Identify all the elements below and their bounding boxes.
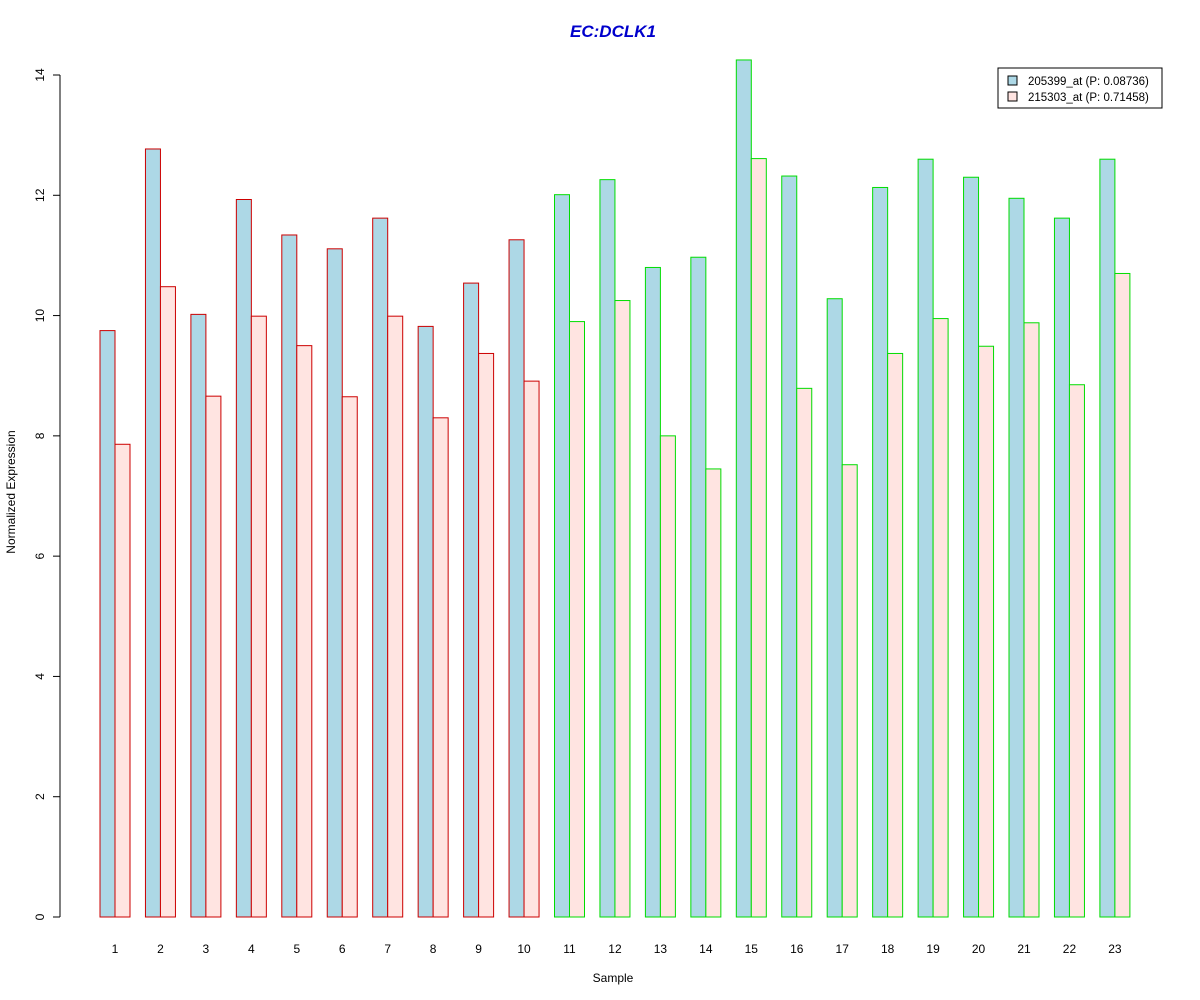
bar-series-1-sample-14 [690,256,707,918]
legend-label-series-1: 205399_at (P: 0.08736) [1028,76,1149,88]
x-tick-label: 11 [563,942,576,956]
bar-series-2-sample-13 [659,435,676,918]
y-axis-label: Normalized Expression [4,430,18,553]
bar-series-2-sample-22 [1068,384,1085,918]
bar-series-2-sample-17 [841,464,858,918]
bar-series-2-sample-15 [750,158,767,918]
legend-swatch-series-2 [1007,91,1018,102]
y-tick-label: 2 [33,793,47,800]
y-tick-label: 10 [33,309,47,323]
legend: 205399_at (P: 0.08736) 215303_at (P: 0.7… [997,67,1163,109]
bar-series-1-sample-19 [917,158,934,918]
x-tick-label: 15 [745,942,759,956]
y-tick-label: 14 [33,68,47,82]
bar-series-1-sample-6 [326,248,343,918]
y-tick-label: 6 [33,552,47,559]
y-tick-label: 12 [33,188,47,202]
bar-series-2-sample-10 [523,380,540,918]
bar-series-2-sample-12 [614,300,631,918]
x-tick-label: 3 [203,942,210,956]
bar-series-2-sample-8 [432,417,449,918]
bar-series-2-sample-18 [887,352,904,918]
bar-series-2-sample-2 [159,286,176,918]
legend-label-series-2: 215303_at (P: 0.71458) [1028,92,1149,104]
x-tick-label: 10 [517,942,531,956]
bar-series-1-sample-7 [372,217,389,918]
x-tick-label: 5 [293,942,300,956]
bar-series-1-sample-3 [190,313,207,918]
x-tick-label: 8 [430,942,437,956]
bar-series-2-sample-19 [932,318,949,918]
bar-series-2-sample-1 [114,443,131,918]
bar-series-1-sample-10 [508,239,525,918]
bar-series-2-sample-11 [569,321,585,918]
x-tick-labels: 1 2 3 4 5 6 7 8 9 10 11 12 13 14 15 16 17 18 19 20 21 22 23 [112,942,1122,956]
y-tick-label: 4 [33,673,47,680]
y-tick-label: 8 [33,432,47,439]
x-tick-label: 18 [881,942,895,956]
bar-series-1-sample-5 [281,234,298,918]
bar-series-2-sample-5 [296,345,313,918]
bar-series-2-sample-9 [478,352,495,918]
bar-series-1-sample-9 [463,282,480,918]
x-tick-label: 7 [384,942,391,956]
x-tick-label: 14 [699,942,713,956]
bar-series-1-sample-4 [235,198,252,918]
bar-series-2-sample-14 [705,468,722,918]
y-axis: 0 2 4 6 8 10 12 14 [33,68,61,920]
y-tick-label: 0 [33,913,47,920]
bar-series-1-sample-23 [1099,158,1116,918]
bar-series-1-sample-17 [826,298,843,918]
bar-series-2-sample-23 [1114,272,1131,918]
bar-series-1-sample-2 [144,148,161,918]
bar-series-2-sample-20 [978,345,995,918]
x-tick-label: 19 [926,942,940,956]
x-tick-label: 13 [654,942,668,956]
legend-box [997,67,1163,109]
bar-series-1-sample-13 [644,266,661,918]
x-tick-label: 2 [157,942,164,956]
x-tick-label: 4 [248,942,255,956]
x-tick-label: 16 [790,942,804,956]
chart-title: EC:DCLK1 [570,22,656,41]
x-tick-label: 21 [1017,942,1031,956]
x-tick-label: 23 [1108,942,1122,956]
bar-series-1-sample-16 [781,175,798,918]
bar-series-2-sample-4 [250,315,267,918]
bar-series-1-sample-18 [872,186,889,918]
bar-series-1-sample-21 [1008,197,1025,918]
x-tick-label: 6 [339,942,346,956]
x-axis-label: Sample [593,971,634,985]
legend-swatch-series-1 [1007,75,1018,86]
bar-series-1-sample-11 [554,194,570,918]
bar-series-1-sample-12 [599,179,616,918]
bar-series-2-sample-6 [341,396,358,918]
bar-series-2-sample-7 [387,315,404,918]
x-tick-label: 9 [475,942,482,956]
bars-group [99,59,1131,918]
bar-series-1-sample-20 [963,176,980,918]
bar-series-2-sample-3 [205,395,222,918]
bar-series-1-sample-1 [99,330,116,918]
bar-series-2-sample-21 [1023,322,1040,918]
bar-series-2-sample-16 [796,387,813,918]
x-tick-label: 12 [608,942,622,956]
x-tick-label: 17 [836,942,850,956]
bar-series-1-sample-8 [417,325,434,918]
x-tick-label: 20 [972,942,986,956]
x-tick-label: 22 [1063,942,1077,956]
bar-series-1-sample-22 [1053,217,1070,918]
bar-series-1-sample-15 [735,59,752,918]
x-tick-label: 1 [112,942,119,956]
